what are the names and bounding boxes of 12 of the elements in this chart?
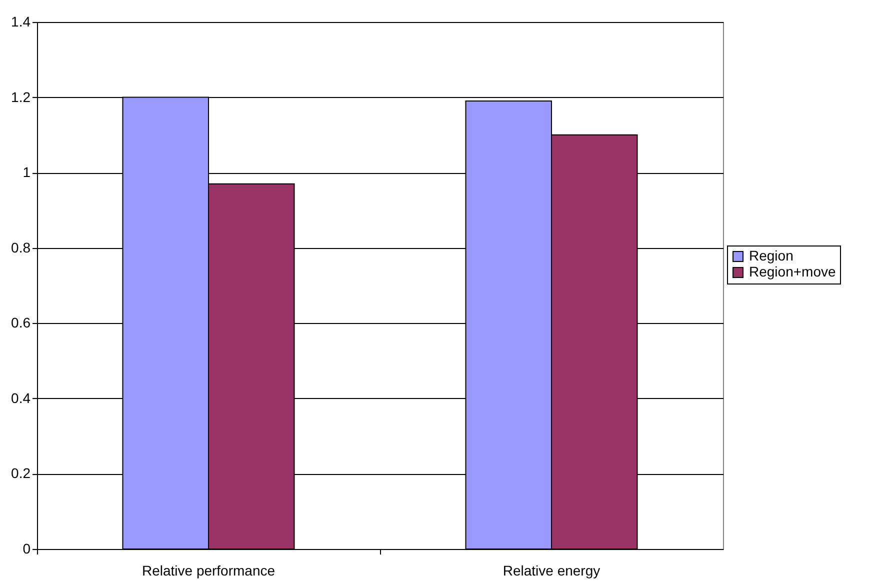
y-tick-label: 0.6 (11, 314, 31, 331)
x-tick-label: Relative energy (502, 562, 600, 578)
x-tick-label: Relative performance (142, 562, 276, 578)
y-tick-label: 0.2 (11, 465, 31, 482)
legend-label: Region (749, 248, 794, 264)
y-tick-label: 0.8 (11, 239, 31, 256)
y-tick-label: 0 (22, 540, 31, 556)
y-tick-label: 0.4 (11, 390, 31, 406)
y-tick-label: 1 (22, 164, 31, 180)
y-tick-label: 1.4 (11, 14, 31, 30)
legend-label: Region+move (749, 264, 836, 280)
y-tick-label: 1.2 (11, 88, 31, 105)
